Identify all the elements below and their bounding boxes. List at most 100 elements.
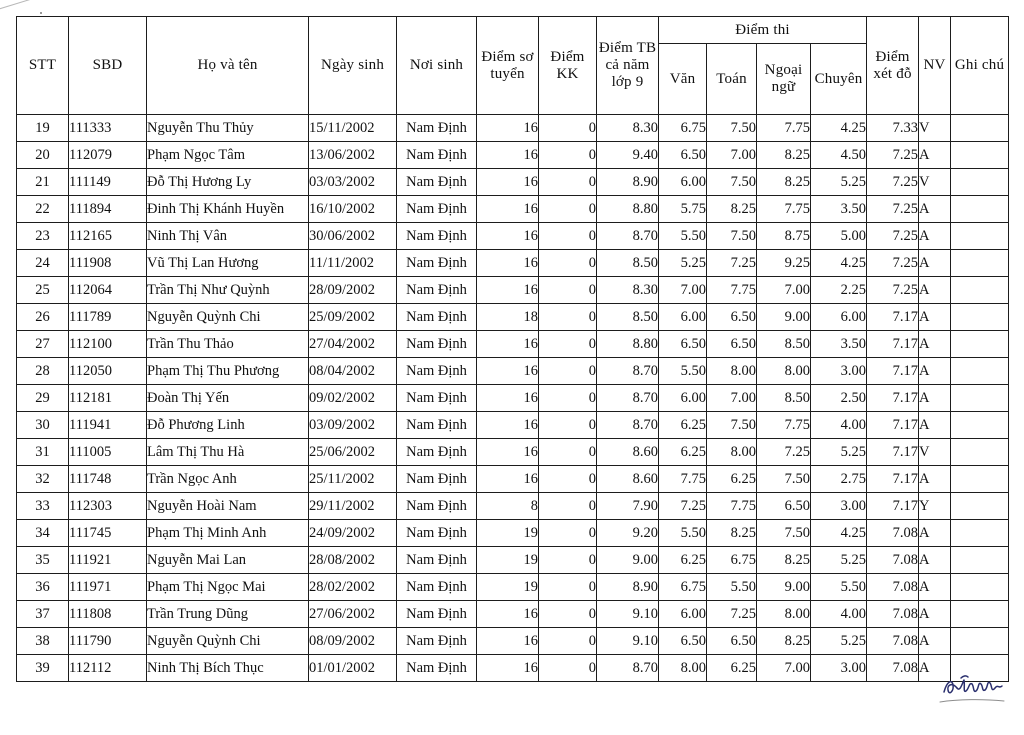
exam-results-table: STT SBD Họ và tên Ngày sinh Nơi sinh Điể… xyxy=(16,16,1010,682)
cell-so-tuyen: 16 xyxy=(476,168,539,196)
table-row: 22 111894 Đinh Thị Khánh Huyền 16/10/2002 Na… xyxy=(16,195,1010,223)
cell-tb-lop9: 8.50 xyxy=(596,303,659,331)
cell-kk: 0 xyxy=(538,303,597,331)
cell-kk: 0 xyxy=(538,546,597,574)
table-row: 37 111808 Trần Trung Dũng 27/06/2002 Nam Địn… xyxy=(16,600,1010,628)
cell-tb-lop9: 8.80 xyxy=(596,330,659,358)
cell-xet-do: 7.17 xyxy=(866,411,920,439)
cell-ngoai-ngu: 8.00 xyxy=(756,600,811,628)
cell-nv: A xyxy=(918,222,952,250)
cell-kk: 0 xyxy=(538,519,597,547)
cell-pob: Nam Định xyxy=(396,492,477,520)
cell-dob: 28/09/2002 xyxy=(308,276,397,304)
cell-name: Nguyễn Mai Lan xyxy=(146,546,309,574)
cell-stt: 33 xyxy=(16,492,69,520)
cell-xet-do: 7.25 xyxy=(866,249,920,277)
cell-toan: 8.25 xyxy=(706,519,757,547)
cell-ghi-chu xyxy=(950,600,1010,628)
cell-chuyen: 3.00 xyxy=(809,492,868,520)
cell-nv: A xyxy=(918,303,952,331)
column-header-pob: Nơi sinh xyxy=(396,16,477,115)
cell-van: 5.50 xyxy=(658,222,707,250)
cell-name: Ninh Thị Vân xyxy=(146,222,309,250)
cell-pob: Nam Định xyxy=(396,114,477,142)
cell-nv: V xyxy=(918,114,952,142)
cell-xet-do: 7.25 xyxy=(866,168,920,196)
table-body: 19 111333 Nguyễn Thu Thủy 15/11/2002 Nam Địn… xyxy=(16,114,1010,682)
cell-dob: 28/08/2002 xyxy=(308,546,397,574)
table-row: 28 112050 Phạm Thị Thu Phương 08/04/2002 Nam… xyxy=(16,357,1010,385)
cell-chuyen: 4.50 xyxy=(809,141,868,169)
cell-tb-lop9: 8.80 xyxy=(596,195,659,223)
cell-name: Đỗ Thị Hương Ly xyxy=(146,168,309,196)
cell-ghi-chu xyxy=(950,357,1010,385)
cell-kk: 0 xyxy=(538,654,597,682)
cell-chuyen: 4.25 xyxy=(809,249,868,277)
cell-dob: 08/04/2002 xyxy=(308,357,397,385)
cell-kk: 0 xyxy=(538,573,597,601)
scan-speck xyxy=(40,12,42,14)
cell-nv: A xyxy=(918,384,952,412)
cell-xet-do: 7.17 xyxy=(866,492,920,520)
cell-chuyen: 4.25 xyxy=(809,519,868,547)
cell-van: 6.50 xyxy=(658,330,707,358)
cell-toan: 6.25 xyxy=(706,465,757,493)
cell-kk: 0 xyxy=(538,222,597,250)
table-row: 34 111745 Phạm Thị Minh Anh 24/09/2002 Nam Đ… xyxy=(16,519,1010,547)
cell-nv: A xyxy=(918,276,952,304)
cell-ngoai-ngu: 9.25 xyxy=(756,249,811,277)
cell-pob: Nam Định xyxy=(396,303,477,331)
cell-xet-do: 7.08 xyxy=(866,654,920,682)
cell-dob: 03/03/2002 xyxy=(308,168,397,196)
column-header-toan: Toán xyxy=(706,43,757,115)
column-header-van: Văn xyxy=(658,43,707,115)
cell-toan: 7.50 xyxy=(706,114,757,142)
cell-xet-do: 7.17 xyxy=(866,357,920,385)
cell-toan: 7.50 xyxy=(706,168,757,196)
cell-name: Nguyễn Quỳnh Chi xyxy=(146,303,309,331)
cell-so-tuyen: 16 xyxy=(476,330,539,358)
cell-ghi-chu xyxy=(950,546,1010,574)
cell-stt: 29 xyxy=(16,384,69,412)
cell-pob: Nam Định xyxy=(396,546,477,574)
column-header-name: Họ và tên xyxy=(146,16,309,115)
cell-tb-lop9: 8.30 xyxy=(596,276,659,304)
handwritten-signature xyxy=(938,672,1010,712)
cell-van: 6.25 xyxy=(658,546,707,574)
cell-name: Phạm Thị Minh Anh xyxy=(146,519,309,547)
cell-kk: 0 xyxy=(538,168,597,196)
column-header-kk: Điểm KK xyxy=(538,16,597,115)
cell-nv: V xyxy=(918,168,952,196)
cell-dob: 27/04/2002 xyxy=(308,330,397,358)
cell-so-tuyen: 19 xyxy=(476,519,539,547)
cell-so-tuyen: 19 xyxy=(476,546,539,574)
cell-tb-lop9: 9.40 xyxy=(596,141,659,169)
cell-ghi-chu xyxy=(950,465,1010,493)
table-header: STT SBD Họ và tên Ngày sinh Nơi sinh Điể… xyxy=(16,16,1010,115)
cell-dob: 27/06/2002 xyxy=(308,600,397,628)
cell-so-tuyen: 8 xyxy=(476,492,539,520)
cell-kk: 0 xyxy=(538,330,597,358)
cell-xet-do: 7.17 xyxy=(866,465,920,493)
cell-chuyen: 4.00 xyxy=(809,600,868,628)
cell-toan: 7.25 xyxy=(706,249,757,277)
cell-dob: 08/09/2002 xyxy=(308,627,397,655)
cell-tb-lop9: 8.60 xyxy=(596,438,659,466)
cell-xet-do: 7.25 xyxy=(866,222,920,250)
cell-sbd: 111971 xyxy=(68,573,147,601)
cell-sbd: 111908 xyxy=(68,249,147,277)
table-row: 35 111921 Nguyễn Mai Lan 28/08/2002 Nam Định… xyxy=(16,546,1010,574)
cell-van: 6.00 xyxy=(658,168,707,196)
cell-ngoai-ngu: 9.00 xyxy=(756,303,811,331)
cell-name: Nguyễn Hoài Nam xyxy=(146,492,309,520)
table-row: 31 111005 Lâm Thị Thu Hà 25/06/2002 Nam Định… xyxy=(16,438,1010,466)
cell-tb-lop9: 7.90 xyxy=(596,492,659,520)
cell-xet-do: 7.08 xyxy=(866,546,920,574)
cell-pob: Nam Định xyxy=(396,168,477,196)
cell-chuyen: 2.75 xyxy=(809,465,868,493)
cell-tb-lop9: 9.00 xyxy=(596,546,659,574)
cell-ghi-chu xyxy=(950,114,1010,142)
cell-ngoai-ngu: 7.50 xyxy=(756,519,811,547)
cell-nv: A xyxy=(918,411,952,439)
cell-chuyen: 5.00 xyxy=(809,222,868,250)
